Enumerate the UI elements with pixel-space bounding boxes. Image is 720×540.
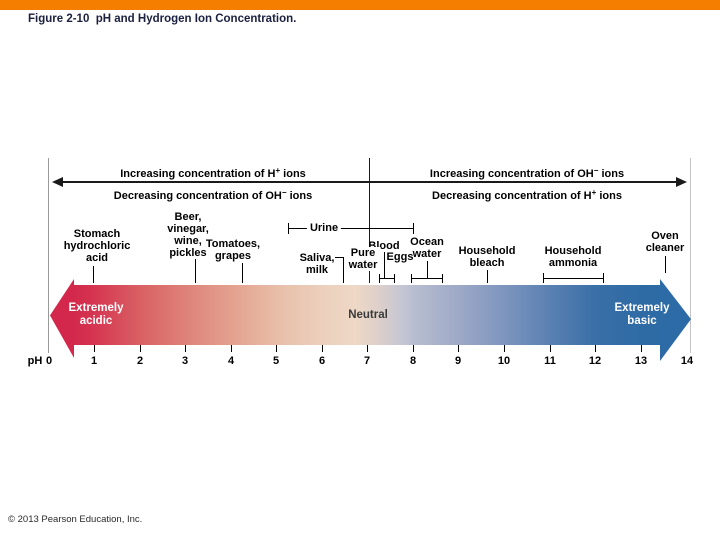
ph-number-2: 2 [136,355,144,367]
bracket-ocean-water [411,278,443,279]
ph-number-10: 10 [497,355,511,367]
substance-label-household-ammonia: Household ammonia [544,245,602,269]
connector-saliva-elbow [335,257,344,258]
bracket-blood-left-tick [379,274,380,283]
ph-number-0: 0 [45,355,53,367]
ph-number-6: 6 [318,355,326,367]
connector-blood [384,252,385,278]
ph-number-8: 8 [409,355,417,367]
extremely-acidic-label: Extremely acidic [68,302,124,327]
substance-label-tomatoes-grapes: Tomatoes, grapes [205,238,261,262]
substance-label-pure-water: Pure water [345,247,381,271]
neutral-label: Neutral [348,309,388,321]
scale-tick-10 [504,345,505,352]
header-bar [0,0,720,10]
copyright-note: © 2013 Pearson Education, Inc. [8,514,143,525]
substance-label-household-bleach: Household bleach [458,245,516,269]
right-arrowhead-icon [676,177,687,187]
scale-tick-13 [641,345,642,352]
substance-label-ocean-water: Ocean water [410,236,444,260]
connector-beer-vinegar [195,259,196,283]
increasing-h-label: Increasing concentration of H+ ions [120,166,306,180]
scale-tick-7 [367,345,368,352]
right-boundary-line [690,158,691,353]
substance-label-eggs: Eggs [386,251,414,263]
scale-tick-11 [550,345,551,352]
extremely-basic-label: Extremely basic [614,302,670,327]
bracket-ocean-left-tick [411,274,412,283]
ph-gradient-bar [74,285,660,345]
increasing-oh-label: Increasing concentration of OH− ions [429,166,625,180]
bracket-ammonia-left-tick [543,273,544,283]
ph-number-4: 4 [227,355,235,367]
ph-axis-label: pH [27,355,43,367]
substance-label-saliva-milk: Saliva, milk [299,252,335,276]
decreasing-h-label: Decreasing concentration of H+ ions [432,188,622,202]
connector-tomatoes-grapes [242,263,243,283]
bracket-ammonia-right-tick [603,273,604,283]
bracket-urine-right-tick [413,223,414,234]
scale-tick-4 [231,345,232,352]
ph-number-3: 3 [181,355,189,367]
scale-tick-12 [595,345,596,352]
scale-tick-2 [140,345,141,352]
connector-ocean-water [427,261,428,278]
connector-household-bleach [487,270,488,283]
right-arrow-line [369,181,677,183]
substance-label-oven-cleaner: Oven cleaner [645,230,685,254]
substance-label-urine: Urine [306,222,342,234]
bracket-household-ammonia [543,278,604,279]
scale-tick-1 [94,345,95,352]
bracket-urine [288,228,414,229]
bracket-urine-left-tick [288,223,289,234]
decreasing-oh-label: Decreasing concentration of OH− ions [113,188,313,202]
ph-number-5: 5 [272,355,280,367]
ph-number-12: 12 [588,355,602,367]
substance-label-stomach-acid: Stomach hydrochloric acid [63,228,131,264]
neutral-divider-line [369,158,370,283]
ph-number-9: 9 [454,355,462,367]
connector-saliva-milk [343,257,344,283]
scale-tick-3 [185,345,186,352]
substance-label-beer-vinegar: Beer, vinegar, wine, pickles [167,211,209,259]
scale-tick-8 [413,345,414,352]
scale-tick-9 [458,345,459,352]
left-arrowhead-icon [52,177,63,187]
ph-number-14: 14 [680,355,694,367]
scale-tick-5 [276,345,277,352]
connector-stomach-acid [93,266,94,283]
left-arrow-line [60,181,369,183]
bracket-blood [379,278,395,279]
bracket-ocean-right-tick [442,274,443,283]
connector-oven-cleaner [665,256,666,273]
ph-number-1: 1 [90,355,98,367]
ph-number-11: 11 [544,355,556,367]
figure-title: Figure 2-10 pH and Hydrogen Ion Concentr… [28,13,297,25]
ph-number-7: 7 [363,355,371,367]
scale-tick-6 [322,345,323,352]
left-boundary-line [48,158,49,353]
ph-number-13: 13 [634,355,648,367]
bracket-blood-right-tick [394,274,395,283]
